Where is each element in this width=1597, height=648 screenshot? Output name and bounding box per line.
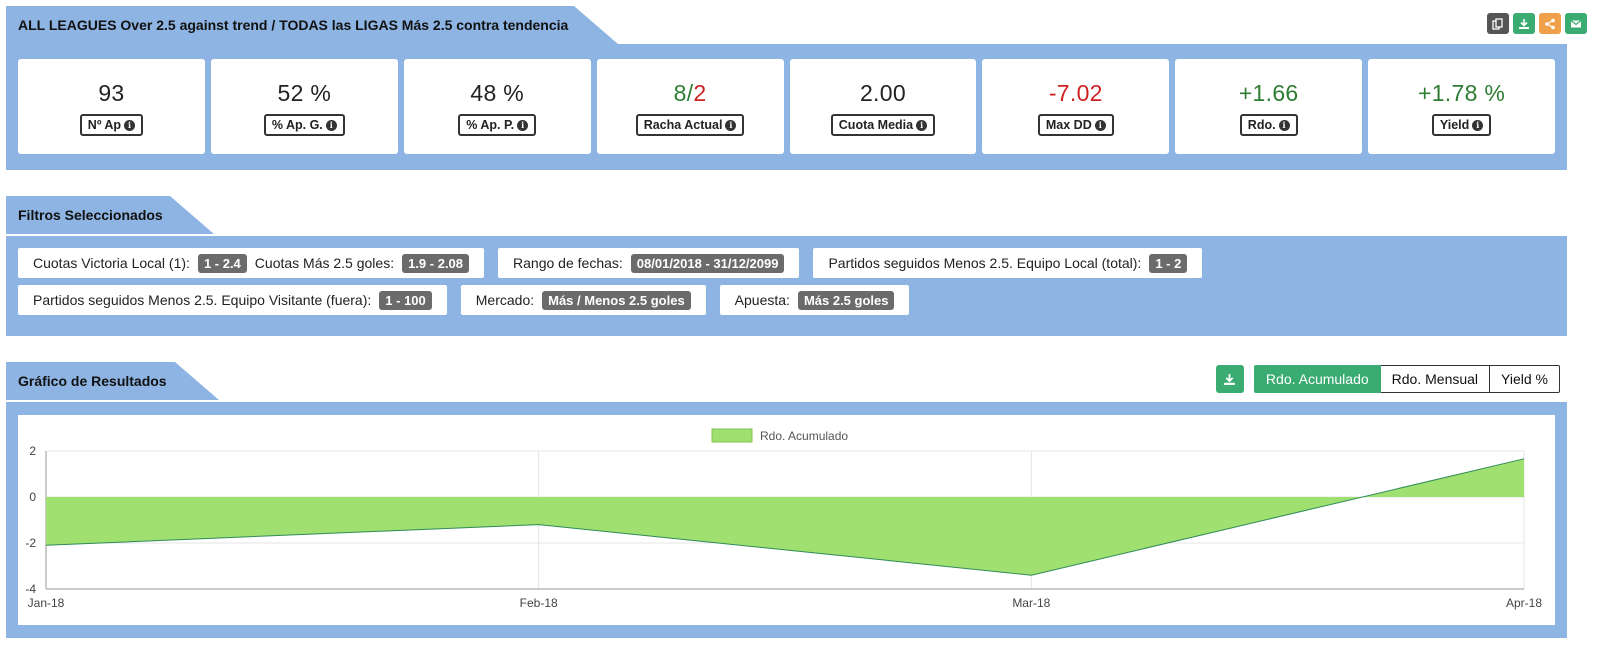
stat-label[interactable]: % Ap. G. i [263,114,345,136]
stats-panel: 93 Nº Ap i 52 % % Ap. G. i 48 % % Ap. P. i … [6,44,1567,170]
x-tick-label: Apr-18 [1506,596,1542,610]
stat-card-ganadas: 52 % % Ap. G. i [210,59,398,154]
stat-value: 8/2 [673,80,707,106]
info-icon: i [725,119,737,131]
stat-label[interactable]: Yield i [1431,114,1492,136]
x-tick-label: Jan-18 [28,596,65,610]
download-icon [1224,373,1236,385]
stat-value: 2.00 [859,80,906,106]
filter-value-badge: 08/01/2018 - 31/12/2099 [630,253,785,273]
y-tick-label: 0 [29,490,36,504]
stat-value: 93 [98,80,125,106]
stat-card-apuestas: 93 Nº Ap i [18,59,205,154]
copy-icon [1492,17,1503,30]
chart-panel: 2 0 -2 -4 Jan-18 Feb-18 Mar-18 Apr-18 Rdo. Acumu… [6,402,1567,638]
filter-value-badge: 1.9 - 2.08 [402,253,470,273]
strategy-title-header: ALL LEAGUES Over 2.5 against trend / TOD… [6,6,618,44]
strategy-title: ALL LEAGUES Over 2.5 against trend / TOD… [18,17,569,33]
download-icon [1519,18,1529,29]
filter-value-badge: 1 - 2 [1149,253,1188,273]
filter-odds: Cuotas Victoria Local (1): 1 - 2.4 Cuota… [18,248,485,278]
stat-label[interactable]: Rdo. i [1239,114,1298,136]
filter-value-badge: 1 - 100 [379,290,432,310]
x-tick-label: Feb-18 [520,596,558,610]
series-line [45,458,1525,576]
stat-label[interactable]: Racha Actual i [635,114,745,136]
streak-losses: 2 [693,80,707,106]
stat-card-racha: 8/2 Racha Actual i [596,59,784,154]
chart-section-title: Gráfico de Resultados [18,373,167,389]
chart-area: 2 0 -2 -4 Jan-18 Feb-18 Mar-18 Apr-18 Rdo. Acumu… [18,415,1555,625]
copy-button[interactable] [1487,13,1509,34]
series-area [46,458,1524,576]
streak-wins: 8 [673,80,687,106]
filter-away-streak: Partidos seguidos Menos 2.5. Equipo Visi… [18,285,447,315]
stat-label[interactable]: Cuota Media i [830,114,936,136]
tab-yield[interactable]: Yield % [1490,365,1560,393]
download-button[interactable] [1513,13,1535,34]
stat-card-rdo: +1.66 Rdo. i [1175,59,1363,154]
share-button[interactable] [1539,13,1561,34]
stat-card-yield: +1.78 % Yield i [1368,59,1555,154]
info-icon: i [124,119,136,131]
info-icon: i [1278,119,1290,131]
stat-label[interactable]: % Ap. P. i [458,114,537,136]
tab-rdo-acumulado[interactable]: Rdo. Acumulado [1253,365,1381,393]
info-icon: i [517,119,529,131]
stat-value: +1.78 % [1417,80,1506,106]
filter-value-badge: Más / Menos 2.5 goles [542,290,691,310]
stat-value: 52 % [277,80,332,106]
stat-card-cuota-media: 2.00 Cuota Media i [789,59,977,154]
chart-header: Gráfico de Resultados [6,362,219,400]
stat-card-max-dd: -7.02 Max DD i [982,59,1170,154]
filter-market: Mercado: Más / Menos 2.5 goles [460,285,706,315]
y-tick-label: -4 [25,582,36,596]
filter-date-range: Rango de fechas: 08/01/2018 - 31/12/2099 [498,248,800,278]
filters-header: Filtros Seleccionados [6,196,214,234]
stat-value: 48 % [470,80,524,106]
legend-swatch [711,428,753,443]
tab-rdo-mensual[interactable]: Rdo. Mensual [1380,365,1491,393]
filters-title: Filtros Seleccionados [18,207,163,223]
info-icon: i [1472,119,1484,131]
stat-label[interactable]: Nº Ap i [79,114,144,136]
filter-local-streak: Partidos seguidos Menos 2.5. Equipo Loca… [813,248,1203,278]
stat-value: -7.02 [1048,80,1103,106]
stat-card-perdidas: 48 % % Ap. P. i [403,59,591,154]
filter-row: Partidos seguidos Menos 2.5. Equipo Visi… [18,285,1555,315]
info-icon: i [325,119,337,131]
envelope-icon [1570,19,1582,27]
stat-value: +1.66 [1238,80,1299,106]
stat-label[interactable]: Max DD i [1037,114,1114,136]
legend-label: Rdo. Acumulado [760,429,848,443]
share-icon [1545,18,1555,29]
filter-value-badge: Más 2.5 goles [797,290,895,310]
toolbar [1487,13,1587,34]
y-tick-label: -2 [25,536,36,550]
email-button[interactable] [1565,13,1587,34]
filter-row: Cuotas Victoria Local (1): 1 - 2.4 Cuota… [18,248,1555,278]
x-tick-label: Mar-18 [1012,596,1050,610]
filter-bet: Apuesta: Más 2.5 goles [719,285,910,315]
filter-value-badge: 1 - 2.4 [197,253,247,273]
info-icon: i [1094,119,1106,131]
chart-toolbar: Rdo. Acumulado Rdo. Mensual Yield % [1215,365,1560,393]
info-icon: i [916,119,928,131]
download-chart-button[interactable] [1215,365,1244,393]
y-tick-label: 2 [29,444,36,458]
filters-panel: Cuotas Victoria Local (1): 1 - 2.4 Cuota… [6,236,1567,336]
